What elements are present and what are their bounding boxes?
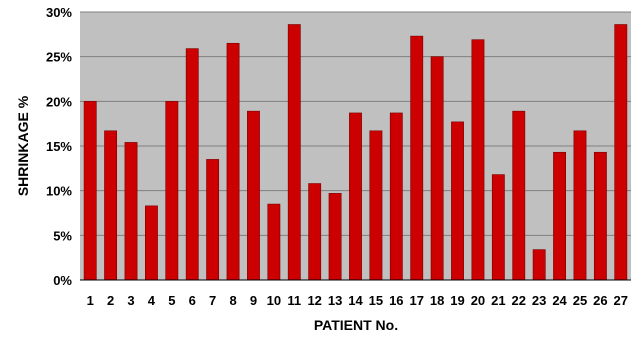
x-tick-labels: 1 2 3 4 5 6 7 8 9 10 11 12 13 14 15 16 17 18 19 20 21 22 23 24 2… bbox=[87, 293, 628, 308]
bar bbox=[471, 39, 485, 281]
bar bbox=[410, 35, 424, 281]
bar bbox=[512, 110, 526, 281]
bar bbox=[430, 56, 444, 281]
y-axis-title: SHRINKAGE % bbox=[15, 95, 31, 196]
x-tick-label: 18 bbox=[430, 293, 444, 308]
bar bbox=[226, 42, 240, 281]
x-tick-label: 2 bbox=[107, 293, 114, 308]
x-tick-label: 22 bbox=[512, 293, 526, 308]
bar bbox=[349, 112, 362, 281]
y-tick-label: 25% bbox=[46, 50, 72, 65]
bar bbox=[532, 249, 546, 281]
x-tick-label: 24 bbox=[552, 293, 567, 308]
x-tick-label: 8 bbox=[229, 293, 236, 308]
x-tick-label: 17 bbox=[409, 293, 423, 308]
x-tick-label: 21 bbox=[491, 293, 505, 308]
x-tick-label: 15 bbox=[369, 293, 383, 308]
y-tick-label: 30% bbox=[46, 5, 72, 20]
x-tick-label: 19 bbox=[450, 293, 464, 308]
bar bbox=[287, 24, 301, 281]
y-tick-label: 20% bbox=[46, 94, 72, 109]
x-tick-label: 13 bbox=[328, 293, 342, 308]
y-tick-labels: 0% 5% 10% 15% 20% 25% 30% bbox=[46, 5, 72, 288]
bar bbox=[553, 151, 566, 281]
x-tick-label: 12 bbox=[307, 293, 321, 308]
bars bbox=[83, 24, 628, 281]
x-tick-label: 5 bbox=[168, 293, 175, 308]
bar bbox=[267, 203, 281, 281]
x-tick-label: 4 bbox=[148, 293, 156, 308]
y-tick-label: 5% bbox=[53, 228, 72, 243]
bar bbox=[389, 112, 403, 281]
bar bbox=[614, 24, 628, 281]
bar bbox=[206, 159, 220, 281]
x-tick-label: 26 bbox=[593, 293, 607, 308]
bar bbox=[491, 174, 505, 281]
bar bbox=[247, 110, 260, 281]
bar bbox=[328, 193, 342, 281]
bar bbox=[451, 121, 464, 281]
bar bbox=[83, 101, 97, 281]
y-tick-label: 0% bbox=[53, 273, 72, 288]
bar bbox=[104, 130, 118, 281]
bar bbox=[308, 183, 322, 281]
bar bbox=[185, 48, 199, 281]
x-tick-label: 25 bbox=[573, 293, 587, 308]
x-tick-label: 9 bbox=[250, 293, 257, 308]
x-tick-label: 7 bbox=[209, 293, 216, 308]
bar bbox=[145, 205, 158, 281]
bar bbox=[124, 142, 138, 281]
y-tick-label: 10% bbox=[46, 184, 72, 199]
x-tick-label: 6 bbox=[189, 293, 196, 308]
x-tick-label: 16 bbox=[389, 293, 403, 308]
x-tick-label: 3 bbox=[127, 293, 134, 308]
bar bbox=[369, 130, 383, 281]
x-tick-label: 1 bbox=[87, 293, 94, 308]
x-tick-label: 14 bbox=[348, 293, 363, 308]
x-tick-label: 20 bbox=[471, 293, 485, 308]
x-axis-title: PATIENT No. bbox=[314, 317, 398, 333]
x-tick-label: 27 bbox=[614, 293, 628, 308]
bar bbox=[165, 101, 179, 281]
bar bbox=[573, 130, 587, 281]
y-tick-label: 15% bbox=[46, 139, 72, 154]
x-tick-label: 11 bbox=[287, 293, 301, 308]
x-tick-label: 10 bbox=[267, 293, 281, 308]
bar bbox=[593, 151, 607, 281]
x-tick-label: 23 bbox=[532, 293, 546, 308]
